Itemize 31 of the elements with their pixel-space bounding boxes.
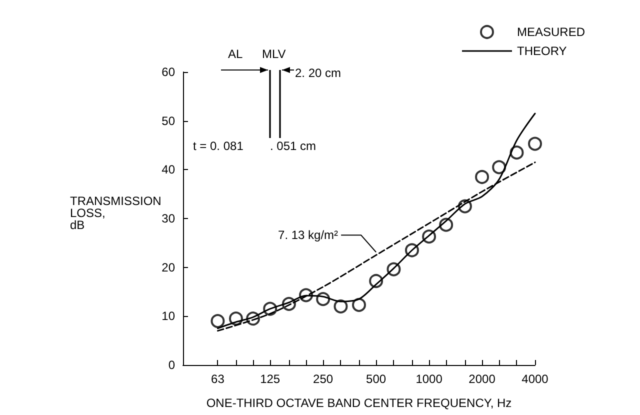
x-tick-label: 125 xyxy=(260,372,280,386)
point xyxy=(334,299,348,314)
annotation: 7. 13 kg/m² xyxy=(278,228,338,242)
text: AL xyxy=(228,47,244,61)
annotation: . 051 cm xyxy=(270,139,316,153)
x-axis-title: ONE-THIRD OCTAVE BAND CENTER FREQUENCY, Hz xyxy=(206,396,512,410)
x-tick-label: 500 xyxy=(366,372,386,386)
text: MLV xyxy=(262,47,286,61)
legend-label: MEASURED xyxy=(516,25,586,39)
x-tick-label: 2000 xyxy=(468,372,496,386)
point xyxy=(528,136,542,151)
y-tick-label: 0 xyxy=(168,358,176,372)
legend-label: THEORY xyxy=(516,44,567,58)
x-tick-label: 1000 xyxy=(416,372,443,386)
point xyxy=(210,314,225,328)
y-tick-label: 30 xyxy=(162,212,176,226)
x-tick-label: 4000 xyxy=(522,372,549,386)
y-tick-label: 10 xyxy=(162,309,176,324)
point xyxy=(475,170,490,184)
point xyxy=(352,298,366,312)
x-tick-label: 63 xyxy=(211,372,225,386)
point xyxy=(510,146,524,160)
y-tick-label: 60 xyxy=(162,65,176,79)
annotation: t = 0. 081 xyxy=(193,139,244,153)
y-tick-label: 50 xyxy=(162,114,176,128)
y-tick-label: 40 xyxy=(162,162,176,177)
x-tick-label: 250 xyxy=(313,372,334,386)
y-tick-label: 20 xyxy=(162,260,176,274)
y-axis-title: TRANSMISSION LOSS, dB xyxy=(70,194,162,232)
annotation: 2. 20 cm xyxy=(295,66,342,80)
point xyxy=(492,160,506,174)
